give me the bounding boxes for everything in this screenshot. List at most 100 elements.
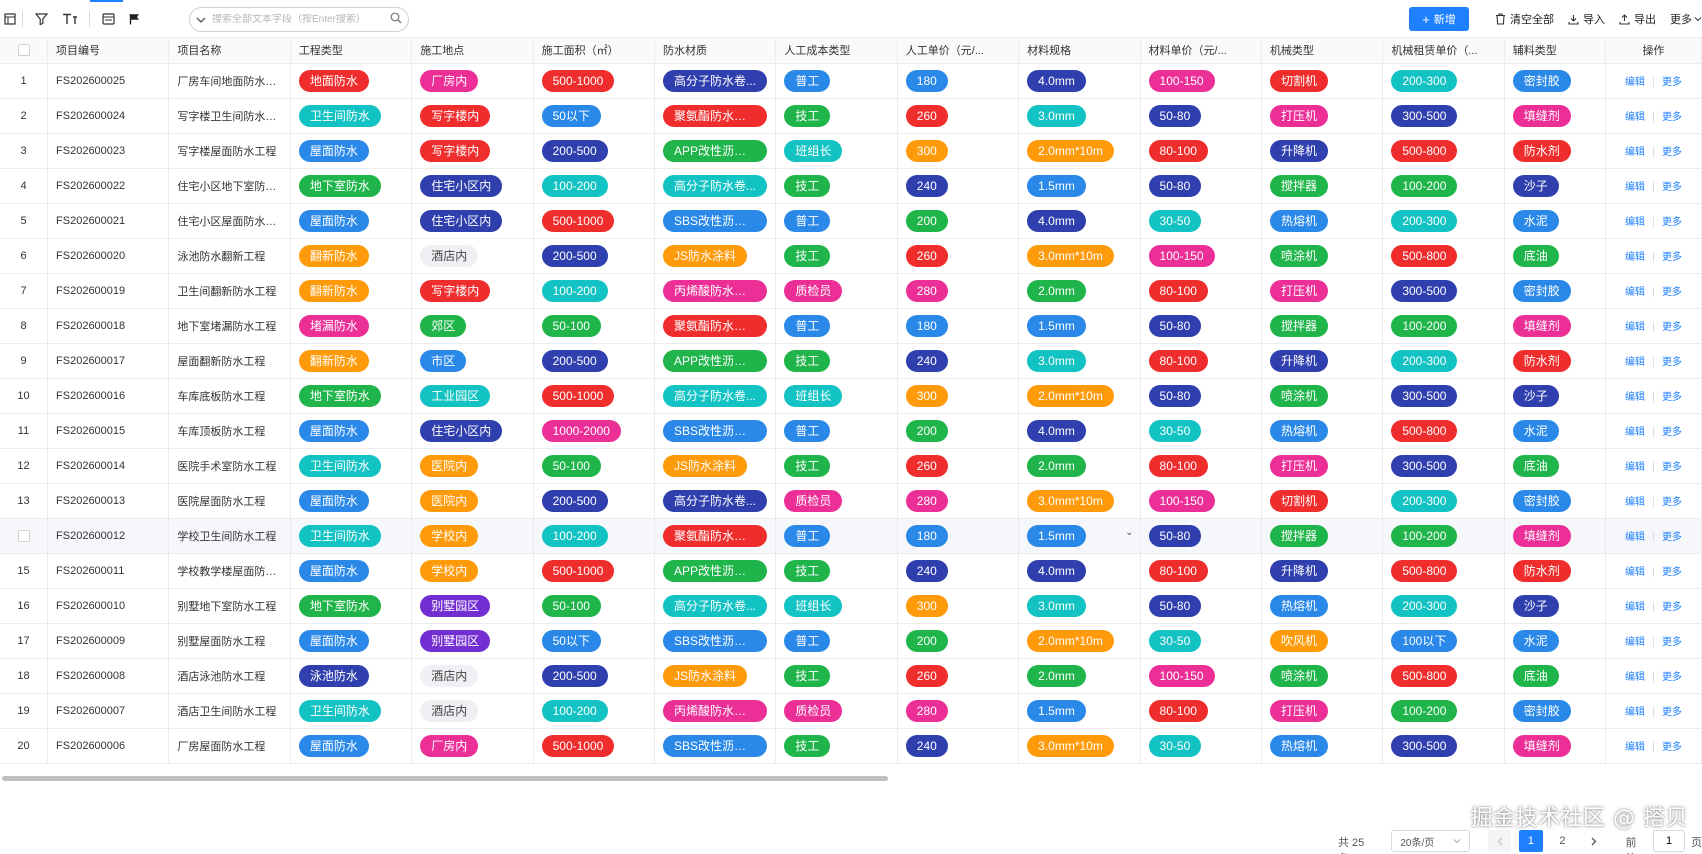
more-link[interactable]: 更多	[1661, 147, 1682, 158]
area-cell[interactable]: 50以下	[533, 623, 655, 659]
type-cell[interactable]: 屋面防水	[290, 203, 413, 239]
edit-link[interactable]: 编辑	[1624, 532, 1645, 543]
mech-cell[interactable]: 热熔机	[1261, 728, 1384, 764]
more-link[interactable]: 更多	[1661, 287, 1682, 298]
labor-cell[interactable]: 普工	[775, 518, 898, 554]
aux-cell[interactable]: 填缝剂	[1504, 308, 1606, 344]
aux-cell[interactable]: 底油	[1504, 238, 1606, 274]
edit-link[interactable]: 编辑	[1624, 112, 1645, 123]
lprice-cell[interactable]: 240	[897, 728, 1020, 764]
column-header[interactable]: 人工成本类型	[775, 38, 898, 64]
mprice-cell[interactable]: 80-100	[1140, 133, 1262, 169]
mech-cell[interactable]: 切割机	[1261, 63, 1384, 99]
mat-cell[interactable]: 丙烯酸防水涂料	[654, 693, 777, 729]
type-cell[interactable]: 卫生间防水	[290, 518, 413, 554]
site-cell[interactable]: 酒店内	[411, 658, 534, 694]
lprice-cell[interactable]: 200	[897, 203, 1020, 239]
lprice-cell[interactable]: 260	[897, 98, 1020, 134]
more-link[interactable]: 更多	[1661, 357, 1682, 368]
site-cell[interactable]: 酒店内	[411, 238, 534, 274]
aux-cell[interactable]: 底油	[1504, 448, 1606, 484]
table-row[interactable]: 19 FS202600007 酒店卫生间防水工程 卫生间防水 酒店内 100-200 丙烯酸…	[0, 693, 1702, 729]
edit-link[interactable]: 编辑	[1624, 217, 1645, 228]
mprice-cell[interactable]: 80-100	[1140, 553, 1262, 589]
rent-cell[interactable]: 100-200	[1382, 518, 1505, 554]
mech-cell[interactable]: 搅拌器	[1261, 168, 1384, 204]
mech-cell[interactable]: 喷涂机	[1261, 238, 1384, 274]
area-cell[interactable]: 500-1000	[533, 203, 655, 239]
edit-link[interactable]: 编辑	[1624, 357, 1645, 368]
spec-cell[interactable]: 4.0mm	[1018, 63, 1141, 99]
filter-icon[interactable]	[27, 0, 55, 38]
lprice-cell[interactable]: 280	[897, 273, 1020, 309]
edit-link[interactable]: 编辑	[1624, 497, 1645, 508]
table-row[interactable]: 10 FS202600016 车库底板防水工程 地下室防水 工业园区 500-1000 高分…	[0, 378, 1702, 414]
mprice-cell[interactable]: 50-80	[1140, 588, 1262, 624]
mech-cell[interactable]: 切割机	[1261, 483, 1384, 519]
rent-cell[interactable]: 300-500	[1382, 98, 1505, 134]
site-cell[interactable]: 酒店内	[411, 693, 534, 729]
type-cell[interactable]: 泳池防水	[290, 658, 413, 694]
table-row[interactable]: 9 FS202600017 屋面翻新防水工程 翻新防水 市区 200-500 APP改性沥青…	[0, 343, 1702, 379]
column-header[interactable]: 项目名称	[168, 38, 291, 64]
site-cell[interactable]: 郊区	[411, 308, 534, 344]
lprice-cell[interactable]: 300	[897, 588, 1020, 624]
type-cell[interactable]: 翻新防水	[290, 238, 413, 274]
mat-cell[interactable]: SBS改性沥青防...	[654, 623, 777, 659]
spec-cell[interactable]: 2.0mm	[1018, 448, 1141, 484]
more-link[interactable]: 更多	[1661, 252, 1682, 263]
site-cell[interactable]: 市区	[411, 343, 534, 379]
edit-link[interactable]: 编辑	[1624, 602, 1645, 613]
rent-cell[interactable]: 500-800	[1382, 413, 1505, 449]
area-cell[interactable]: 200-500	[533, 658, 655, 694]
type-cell[interactable]: 屋面防水	[290, 623, 413, 659]
mprice-cell[interactable]: 100-150	[1140, 238, 1262, 274]
page-size-select[interactable]: 20条/页	[1391, 830, 1470, 852]
area-cell[interactable]: 200-500	[533, 238, 655, 274]
spec-cell[interactable]: 2.0mm	[1018, 273, 1141, 309]
spec-cell[interactable]: 4.0mm	[1018, 553, 1141, 589]
area-cell[interactable]: 200-500	[533, 483, 655, 519]
mat-cell[interactable]: SBS改性沥青防...	[654, 728, 777, 764]
labor-cell[interactable]: 质检员	[775, 273, 898, 309]
lprice-cell[interactable]: 300	[897, 378, 1020, 414]
mprice-cell[interactable]: 80-100	[1140, 448, 1262, 484]
labor-cell[interactable]: 普工	[775, 203, 898, 239]
spec-cell[interactable]: 3.0mm	[1018, 343, 1141, 379]
mech-cell[interactable]: 打压机	[1261, 98, 1384, 134]
more-link[interactable]: 更多	[1661, 112, 1682, 123]
mprice-cell[interactable]: 80-100	[1140, 343, 1262, 379]
table-row[interactable]: 18 FS202600008 酒店泳池防水工程 泳池防水 酒店内 200-500 JS防水涂…	[0, 658, 1702, 694]
lprice-cell[interactable]: 180	[897, 63, 1020, 99]
table-row[interactable]: 3 FS202600023 写字楼屋面防水工程 屋面防水 写字楼内 200-500 APP改…	[0, 133, 1702, 169]
area-cell[interactable]: 100-200	[533, 518, 655, 554]
more-menu-button[interactable]: 更多	[1670, 11, 1702, 27]
clear-all-button[interactable]: 清空全部	[1495, 11, 1554, 27]
site-cell[interactable]: 厂房内	[411, 728, 534, 764]
hide-fields-icon[interactable]	[2, 0, 18, 38]
aux-cell[interactable]: 防水剂	[1504, 133, 1606, 169]
lprice-cell[interactable]: 280	[897, 693, 1020, 729]
labor-cell[interactable]: 技工	[775, 728, 898, 764]
chevron-down-icon[interactable]: ⌄	[1125, 526, 1134, 538]
more-link[interactable]: 更多	[1661, 742, 1682, 753]
site-cell[interactable]: 写字楼内	[411, 273, 534, 309]
aux-cell[interactable]: 水泥	[1504, 413, 1606, 449]
spec-cell[interactable]: 1.5mm	[1018, 308, 1141, 344]
edit-link[interactable]: 编辑	[1624, 147, 1645, 158]
more-link[interactable]: 更多	[1661, 462, 1682, 473]
type-cell[interactable]: 屋面防水	[290, 133, 413, 169]
spec-cell[interactable]: 1.5mm	[1018, 693, 1141, 729]
type-cell[interactable]: 卫生间防水	[290, 693, 413, 729]
aux-cell[interactable]: 沙子	[1504, 168, 1606, 204]
spec-cell[interactable]: 3.0mm*10m	[1018, 483, 1141, 519]
mech-cell[interactable]: 升降机	[1261, 343, 1384, 379]
spec-cell[interactable]: 4.0mm	[1018, 413, 1141, 449]
edit-link[interactable]: 编辑	[1624, 182, 1645, 193]
flag-icon[interactable]	[122, 0, 146, 38]
area-cell[interactable]: 100-200	[533, 168, 655, 204]
rent-cell[interactable]: 200-300	[1382, 63, 1505, 99]
horizontal-scrollbar[interactable]	[2, 776, 888, 781]
labor-cell[interactable]: 普工	[775, 413, 898, 449]
site-cell[interactable]: 别墅园区	[411, 623, 534, 659]
